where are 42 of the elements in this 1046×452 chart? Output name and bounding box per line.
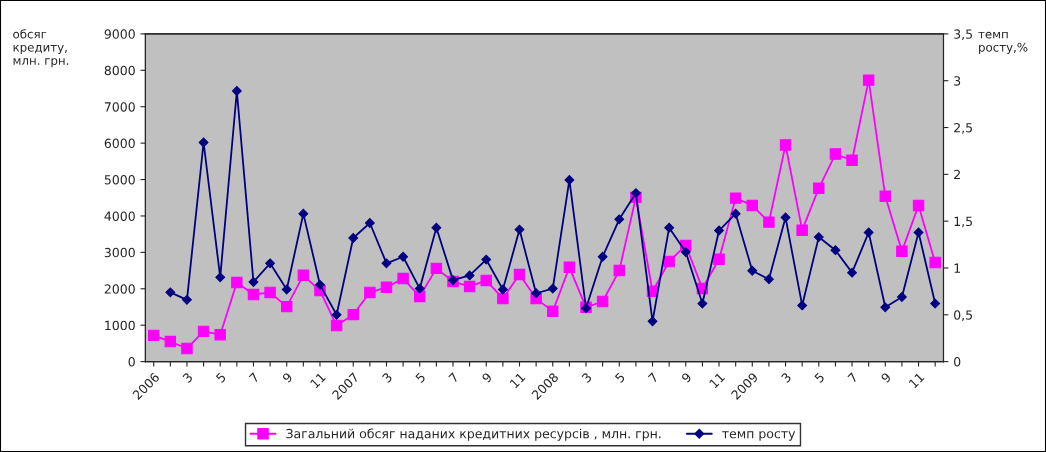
- y-tick-label: 3000: [104, 247, 135, 258]
- y-tick-label: 9000: [104, 29, 135, 39]
- y-tick-label: 5000: [104, 175, 135, 185]
- x-tick-label: 9: [481, 372, 493, 384]
- x-tick-label: 7: [647, 372, 659, 383]
- x-tick-label: 11: [309, 372, 326, 389]
- x-tick-label: 11: [908, 372, 925, 389]
- x-tick-label: 5: [614, 372, 626, 384]
- x-tick-label: 5: [814, 372, 825, 384]
- y2-tick-label: 0: [954, 357, 961, 367]
- x-tick-label: 7: [448, 372, 459, 383]
- x-tick-label: 3: [381, 372, 393, 384]
- x-tick-label: 3: [581, 372, 593, 384]
- x-tick-label: 5: [215, 372, 227, 384]
- y2-tick-label: 2: [954, 169, 960, 180]
- legend-label: темп росту: [722, 431, 796, 441]
- y2-tick-label: 2,5: [954, 123, 972, 134]
- y2-tick-label: 1,5: [954, 216, 972, 228]
- x-tick-label: 9: [281, 372, 293, 384]
- x-tick-label: 9: [880, 372, 892, 384]
- y2-tick-label: 1: [954, 263, 961, 273]
- y2-tick-label: 3,5: [954, 29, 972, 41]
- y2-tick-label: 3: [954, 76, 961, 86]
- y-tick-label: 7000: [104, 102, 135, 112]
- y-axis-title: обсяг кредиту, млн. грн.: [13, 29, 69, 68]
- y2-axis-title: темп росту,%: [978, 31, 1028, 55]
- y-tick-label: 6000: [104, 138, 135, 149]
- legend-label: Загальний обсяг наданих кредитних ресурсів , млн. грн.: [286, 428, 661, 441]
- x-tick-label: 3: [182, 372, 194, 384]
- x-tick-label: 7: [248, 372, 260, 383]
- x-tick-label: 5: [415, 372, 426, 384]
- y-tick-label: 0: [128, 357, 135, 367]
- y2-tick-label: 0,5: [954, 310, 972, 321]
- y-tick-label: 1000: [105, 320, 135, 331]
- x-tick-label: 3: [780, 372, 792, 384]
- x-tick-label: 9: [680, 372, 692, 384]
- y-tick-label: 8000: [104, 65, 135, 76]
- y-tick-label: 4000: [104, 211, 135, 221]
- x-tick-label: 7: [847, 372, 858, 383]
- x-tick-label: 11: [709, 372, 725, 389]
- y-tick-label: 2000: [104, 284, 135, 294]
- x-tick-label: 11: [509, 372, 526, 389]
